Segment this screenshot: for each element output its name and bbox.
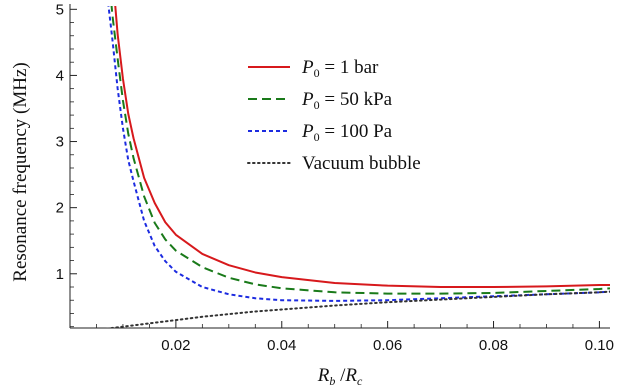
- x-axis-title-sub1: b: [329, 374, 335, 388]
- series-line-1: [110, 6, 610, 295]
- legend-symbol: P: [301, 121, 314, 142]
- y-tick-label: 3: [56, 134, 64, 151]
- legend-rest: Vacuum bubble: [302, 153, 421, 174]
- y-tick-label: 5: [56, 1, 64, 18]
- x-tick-label: 0.02: [161, 337, 190, 354]
- legend-label-1: P0 = 50 kPa: [301, 89, 393, 112]
- y-tick-label: 2: [56, 200, 64, 217]
- legend-subscript: 0: [314, 98, 320, 112]
- y-axis-title: Resonance frequency (MHz): [10, 62, 31, 281]
- legend-label-2: P0 = 100 Pa: [301, 121, 393, 144]
- x-tick-label: 0.10: [585, 337, 614, 354]
- x-tick-label: 0.08: [479, 337, 508, 354]
- legend-rest: = 1 bar: [320, 57, 379, 78]
- legend-label-0: P0 = 1 bar: [301, 57, 379, 80]
- legend-subscript: 0: [314, 130, 320, 144]
- y-tick-label: 1: [56, 266, 64, 283]
- legend-subscript: 0: [314, 66, 320, 80]
- legend-rest: = 50 kPa: [320, 89, 393, 110]
- x-tick-label: 0.06: [373, 337, 402, 354]
- y-tick-label: 4: [56, 67, 64, 84]
- series-line-3: [104, 290, 610, 328]
- x-tick-label: 0.04: [267, 337, 296, 354]
- legend-rest: = 100 Pa: [320, 121, 393, 142]
- x-axis-title-sub2: c: [357, 374, 363, 388]
- x-axis-title-sep: /: [335, 365, 346, 386]
- legend-label-3: Vacuum bubble: [302, 153, 421, 174]
- series-line-0: [114, 6, 610, 289]
- x-axis-title: Rb /Rc: [317, 365, 363, 388]
- legend-symbol: P: [301, 57, 314, 78]
- axes: 0.02 0.04 0.06 0.08 0.10 1 2 3 4 5: [56, 1, 614, 354]
- x-axis-title-r2: R: [344, 365, 357, 386]
- x-axis-title-r1: R: [317, 365, 330, 386]
- series-layer: [104, 6, 610, 328]
- legend-symbol: P: [301, 89, 314, 110]
